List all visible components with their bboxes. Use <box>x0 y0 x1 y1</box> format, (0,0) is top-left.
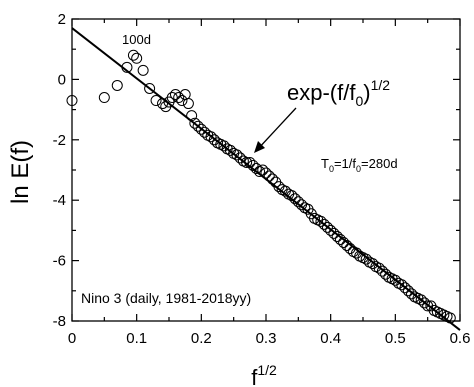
y-tick-label: -8 <box>53 313 66 330</box>
data-point <box>131 52 143 64</box>
data-point <box>205 131 217 143</box>
data-point <box>241 156 253 168</box>
data-point <box>373 262 385 274</box>
y-tick-labels: 2 0 -2 -4 -6 -8 <box>53 11 66 330</box>
x-tick-label: 0.6 <box>450 330 471 347</box>
x-tick-label: 0.4 <box>320 330 341 347</box>
arrow <box>254 107 297 153</box>
data-point <box>66 95 78 107</box>
x-tick-label: 0.5 <box>385 330 406 347</box>
period-mid: =1/f <box>334 156 356 171</box>
data-point <box>189 117 201 129</box>
data-point <box>396 279 408 291</box>
data-point <box>195 123 207 135</box>
data-point <box>231 149 243 161</box>
data-point <box>98 92 110 104</box>
data-point <box>328 227 340 239</box>
fit-label-close: ) <box>363 80 370 105</box>
period-label: T0=1/f0=280d <box>321 156 398 174</box>
data-point <box>376 265 388 277</box>
fit-label-base: exp-(f/f <box>287 80 356 105</box>
y-tick-label: 2 <box>58 11 66 28</box>
data-point <box>144 82 156 94</box>
data-point <box>325 224 337 236</box>
data-point <box>127 49 139 61</box>
data-point <box>415 294 427 306</box>
y-tick-label: -2 <box>53 132 66 149</box>
plot-frame <box>71 18 461 322</box>
data-point <box>111 79 123 91</box>
data-point <box>318 218 330 230</box>
data-point <box>179 89 191 100</box>
data-point <box>418 297 430 309</box>
axis-ticks <box>71 18 461 322</box>
peak-label: 100d <box>122 32 151 47</box>
x-axis-title-exponent: 1/2 <box>257 362 277 378</box>
data-point <box>169 89 181 100</box>
data-point <box>321 221 333 233</box>
period-sub1: 0 <box>329 164 334 174</box>
data-point <box>331 230 343 242</box>
data-point <box>192 120 204 132</box>
fit-line-label: exp-(f/f0)1/2 <box>287 77 390 109</box>
fit-line <box>71 27 461 331</box>
data-point <box>399 282 411 294</box>
data-point <box>150 95 162 107</box>
data-point <box>315 215 327 227</box>
data-point <box>334 233 346 245</box>
x-tick-label: 0.2 <box>191 330 212 347</box>
fit-label-subscript: 0 <box>355 93 363 109</box>
period-sub2: 0 <box>356 164 361 174</box>
y-axis-title: ln E(f) <box>7 140 34 204</box>
data-point <box>176 95 188 107</box>
data-point <box>173 92 185 104</box>
x-tick-label: 0.1 <box>126 330 147 347</box>
data-point <box>292 196 304 208</box>
data-point <box>257 164 269 176</box>
fit-label-superscript: 1/2 <box>371 77 391 93</box>
x-tick-label: 0.3 <box>256 330 277 347</box>
x-tick-labels: 0 0.1 0.2 0.3 0.4 0.5 0.6 <box>68 330 471 347</box>
data-point <box>182 98 194 110</box>
x-axis-title-base: f <box>251 365 258 387</box>
x-tick-label: 0 <box>68 330 76 347</box>
data-point <box>137 64 149 76</box>
period-value: =280d <box>361 156 398 171</box>
y-tick-label: 0 <box>58 71 66 88</box>
y-tick-label: -4 <box>53 192 66 209</box>
data-point <box>166 92 178 104</box>
data-point <box>402 285 414 297</box>
dataset-label: Nino 3 (daily, 1981-2018yy) <box>81 290 251 306</box>
x-axis-title: f1/2 <box>251 362 277 387</box>
y-tick-label: -6 <box>53 253 66 270</box>
period-prefix: T <box>321 156 329 171</box>
